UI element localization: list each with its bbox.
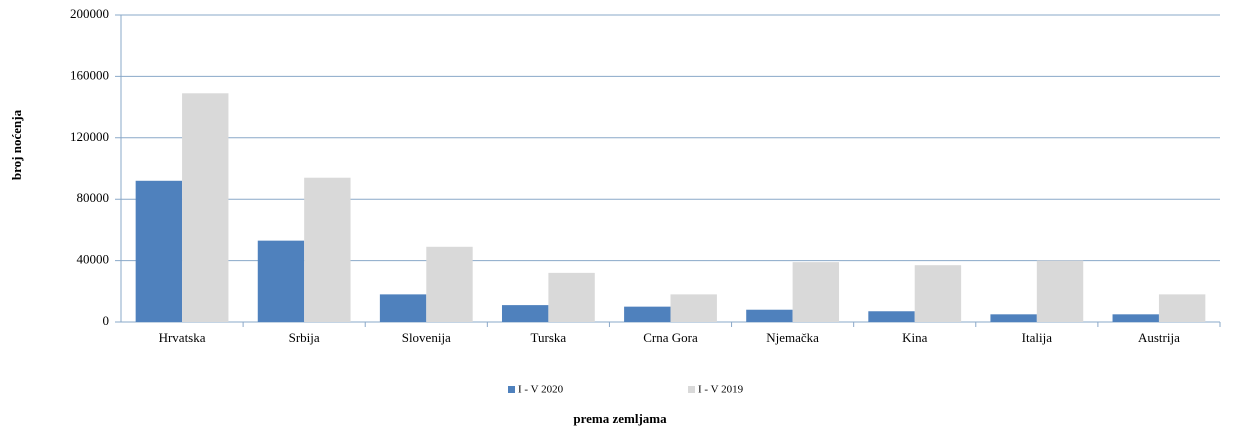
x-tick-label: Italija — [1022, 330, 1053, 345]
x-axis-title: prema zemljama — [573, 411, 667, 426]
bar — [990, 314, 1037, 322]
y-tick-label: 200000 — [70, 6, 109, 21]
bar — [182, 93, 229, 322]
x-tick-label: Turska — [531, 330, 567, 345]
y-axis-title: broj noćenja — [9, 109, 24, 180]
bar — [868, 311, 915, 322]
bar — [1158, 294, 1206, 322]
bar — [670, 294, 717, 322]
legend-swatch — [688, 386, 695, 393]
y-tick-label: 160000 — [70, 67, 109, 82]
bar — [792, 262, 840, 322]
y-tick-label: 80000 — [77, 190, 110, 205]
bar — [746, 309, 793, 322]
legend-label: I - V 2020 — [518, 384, 564, 396]
bar — [304, 177, 351, 322]
x-tick-label: Austrija — [1138, 330, 1180, 345]
bar — [1112, 314, 1159, 322]
bar — [379, 294, 427, 322]
x-tick-label: Slovenija — [402, 330, 451, 345]
y-tick-label: 120000 — [70, 129, 109, 144]
bar — [257, 240, 305, 322]
x-tick-label: Hrvatska — [159, 330, 206, 345]
x-tick-label: Srbija — [289, 330, 320, 345]
bar — [426, 246, 473, 322]
x-tick-label: Kina — [902, 330, 928, 345]
y-tick-label: 40000 — [77, 252, 110, 267]
x-tick-label: Njemačka — [766, 330, 819, 345]
legend-label: I - V 2019 — [698, 384, 744, 396]
bar — [501, 305, 549, 322]
bar — [624, 306, 671, 322]
bar — [1036, 260, 1084, 322]
bar — [548, 272, 595, 322]
bar — [914, 265, 962, 322]
y-tick-label: 0 — [103, 313, 110, 328]
legend-swatch — [508, 386, 515, 393]
bar — [135, 180, 183, 322]
x-tick-label: Crna Gora — [643, 330, 698, 345]
